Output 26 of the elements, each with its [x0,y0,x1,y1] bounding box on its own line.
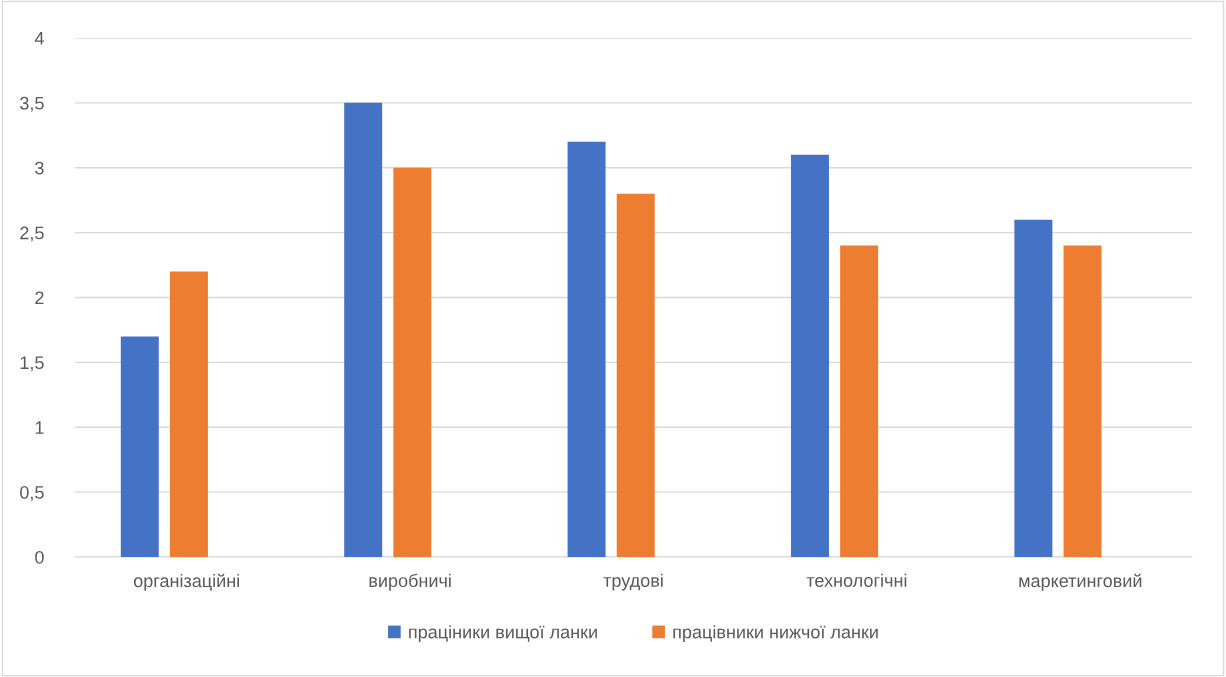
y-tick-label: 3,5 [20,96,44,112]
bar [567,141,606,557]
bar [616,193,655,557]
y-tick-label: 0 [35,550,44,564]
legend-label: працівники нижчої ланки [673,625,878,642]
y-tick-label: 1,5 [20,356,44,372]
y-tick-label: 0,5 [20,486,44,501]
x-tick-label: організаційні [133,573,239,591]
bar [840,245,879,557]
y-tick-label: 4 [34,32,44,45]
bar [1014,219,1053,557]
bar [1063,245,1102,557]
bar [791,154,829,557]
y-tick-label: 3 [35,161,44,175]
y-tick-label: 1 [35,421,44,434]
bar [120,336,159,557]
x-tick-label: маркетинговий [1019,573,1142,591]
x-tick-label: виробничі [369,573,451,591]
bar [393,167,432,557]
legend-label: праціники вищої ланки [409,625,597,642]
x-tick-label: трудові [603,573,663,591]
x-tick-label: технологічні [806,573,907,587]
bar [169,271,208,557]
y-tick-label: 2,5 [20,226,44,242]
bar [344,102,383,557]
y-tick-label: 2 [35,291,44,305]
